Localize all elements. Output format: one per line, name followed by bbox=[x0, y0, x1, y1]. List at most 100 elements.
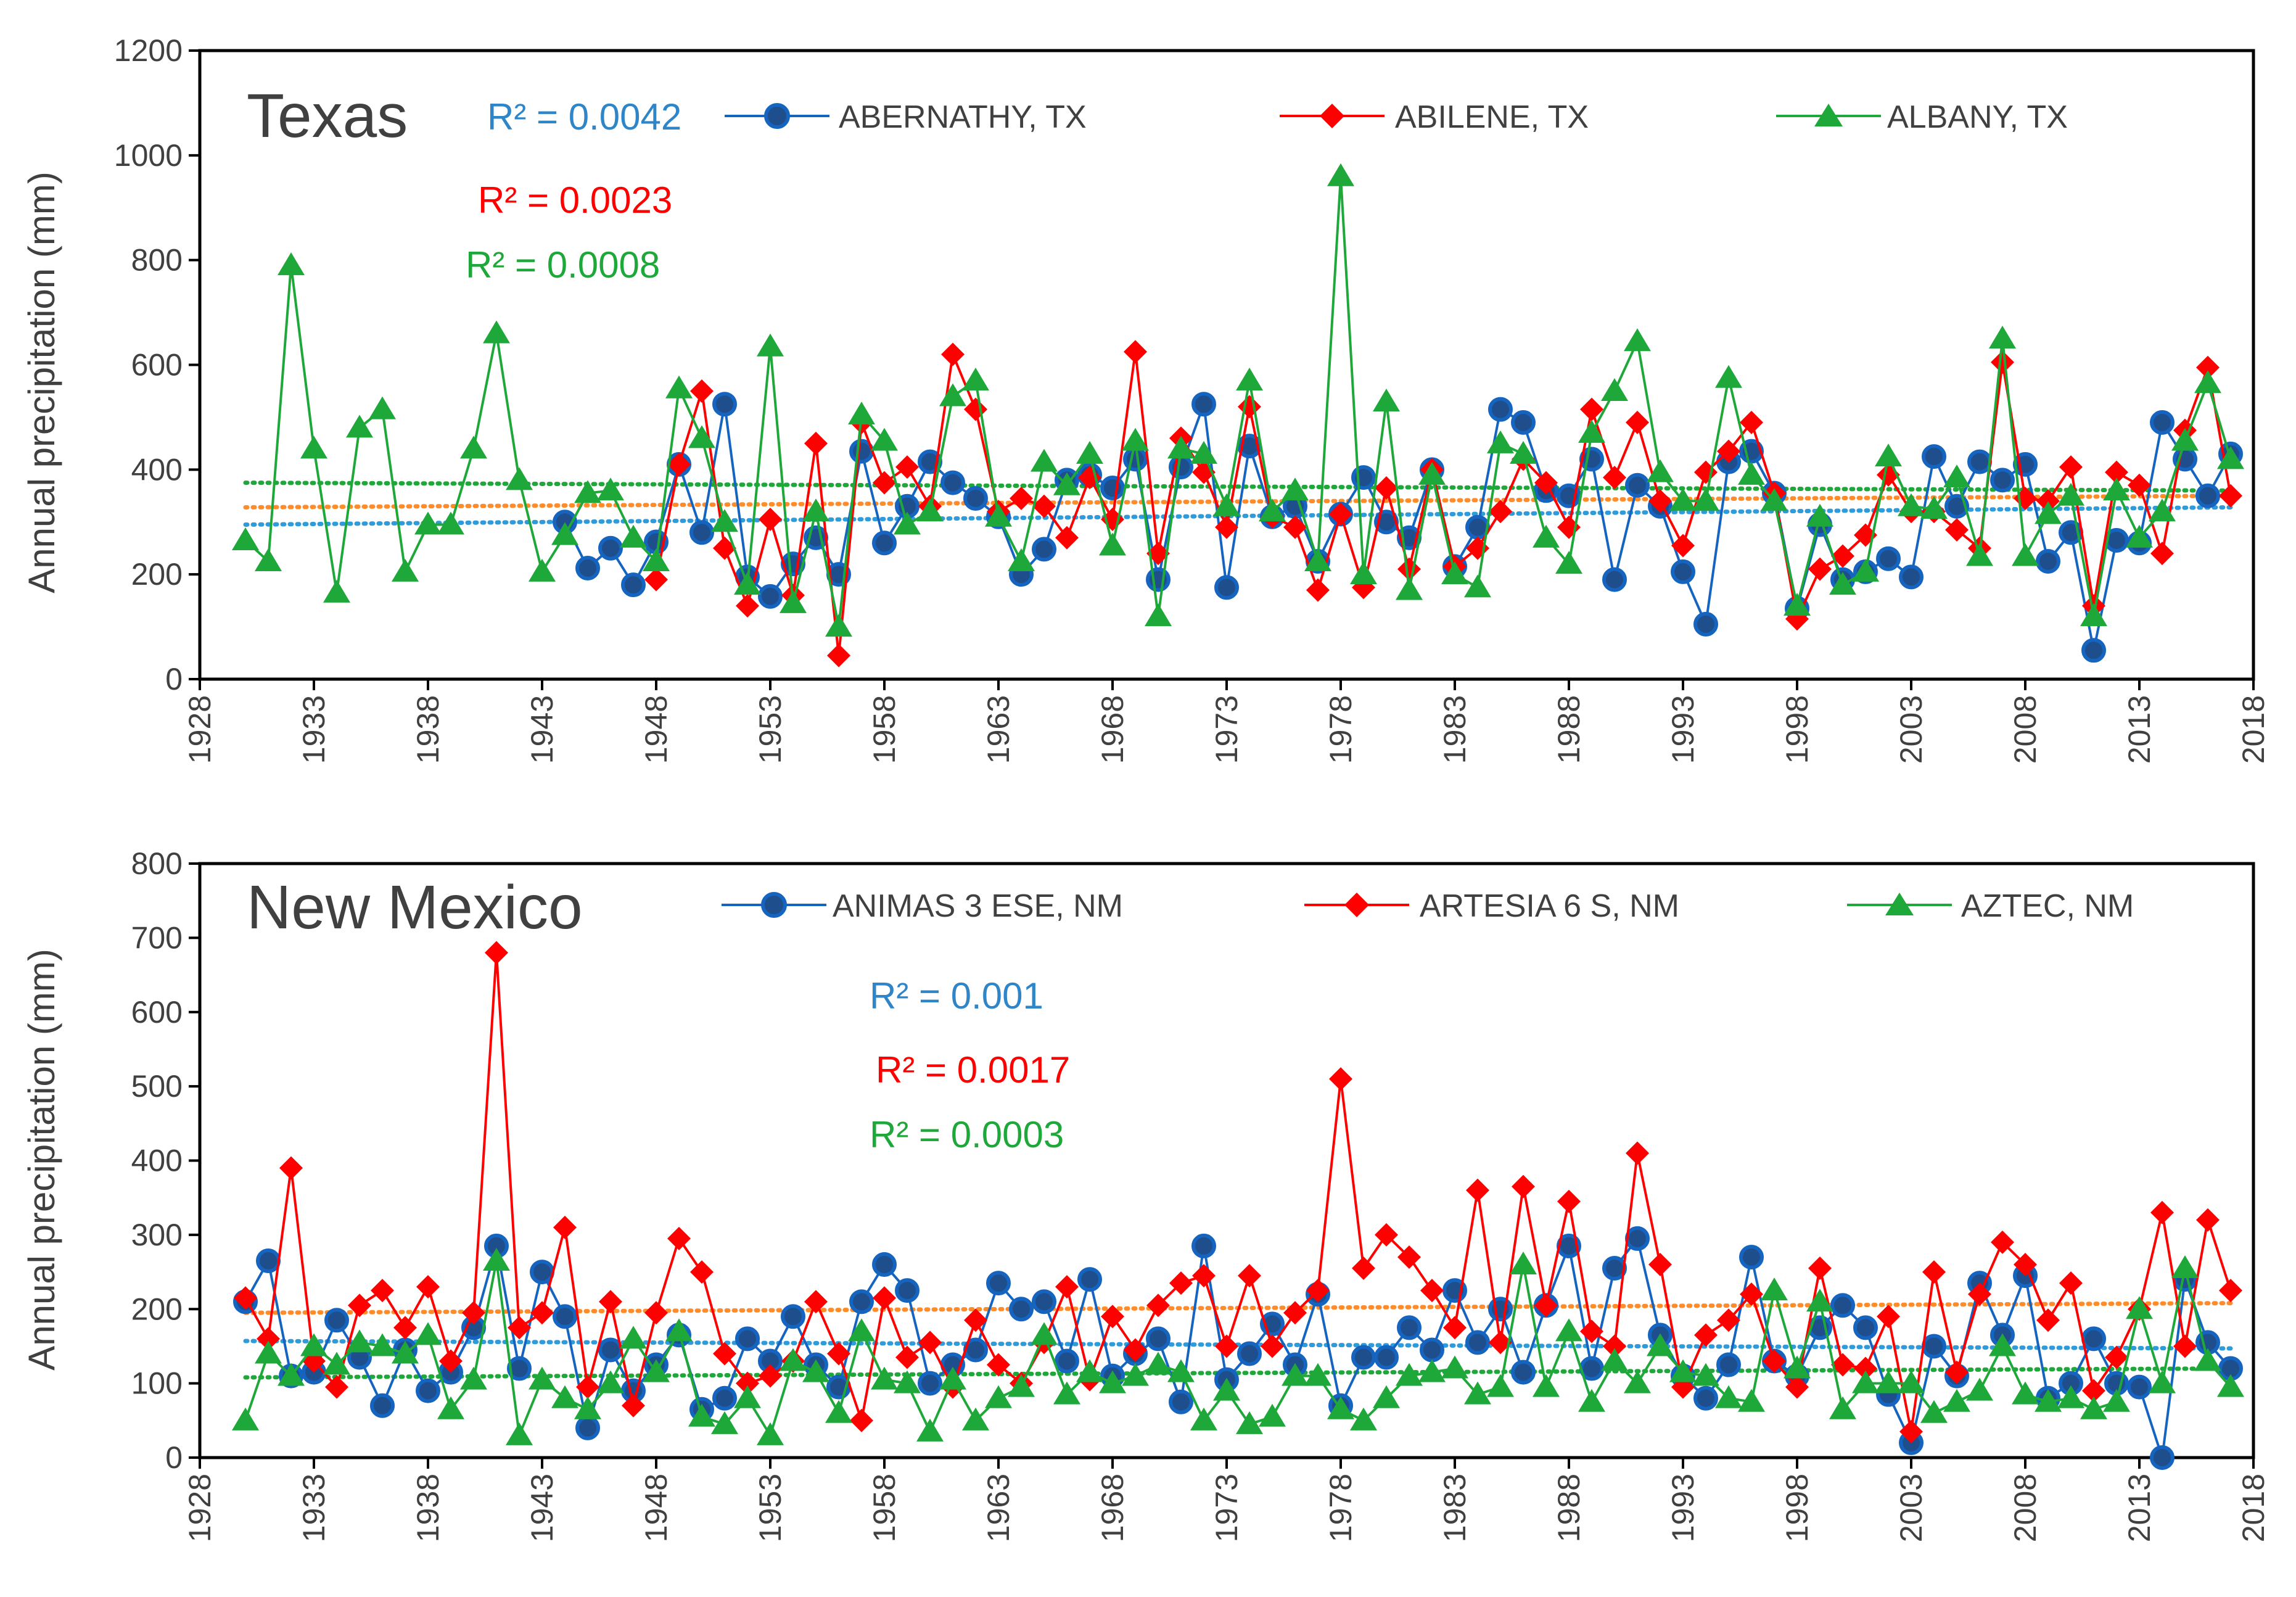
texas-xtick-label: 1993 bbox=[1666, 695, 1700, 764]
new-mexico-ytick-label: 500 bbox=[131, 1069, 183, 1104]
new-mexico-series-0-point bbox=[1146, 1326, 1171, 1351]
new-mexico-series-1-point bbox=[393, 1316, 417, 1340]
new-mexico-series-1-point bbox=[1785, 1375, 1809, 1399]
new-mexico-series-1-point bbox=[1215, 1334, 1238, 1358]
texas-series-0-point bbox=[1602, 567, 1627, 592]
new-mexico-series-2-point bbox=[300, 1333, 327, 1356]
new-mexico-xtick-label: 1933 bbox=[297, 1474, 331, 1542]
new-mexico-series-1-point bbox=[508, 1316, 531, 1340]
texas-series-0-point bbox=[1876, 546, 1901, 571]
new-mexico-series-0-point bbox=[781, 1304, 805, 1329]
new-mexico-series-2-point bbox=[1350, 1407, 1377, 1430]
texas-xtick-label: 2013 bbox=[2122, 695, 2157, 764]
texas-xtick-label: 1978 bbox=[1323, 695, 1358, 764]
texas-series-1-point bbox=[1603, 466, 1626, 490]
texas-series-2-point bbox=[962, 367, 989, 390]
new-mexico-xtick-label: 1948 bbox=[639, 1474, 673, 1542]
new-mexico-series-2-point bbox=[1761, 1277, 1788, 1301]
new-mexico-series-2-point bbox=[1738, 1389, 1765, 1412]
new-mexico-series-2-point bbox=[1555, 1318, 1582, 1342]
new-mexico-series-2-point bbox=[1715, 1385, 1742, 1408]
new-mexico-xtick-label: 1938 bbox=[411, 1474, 445, 1542]
texas-series-1-point bbox=[964, 397, 987, 421]
texas-ytick-label: 1000 bbox=[114, 138, 183, 173]
texas-series-1-point bbox=[1945, 518, 1969, 542]
texas-xtick-label: 1948 bbox=[639, 695, 673, 764]
new-mexico-series-1-point bbox=[1831, 1353, 1854, 1377]
texas-series-2-point bbox=[2149, 498, 2176, 522]
new-mexico-series-2-point bbox=[1601, 1348, 1628, 1371]
texas-trendline-2 bbox=[243, 481, 2233, 493]
new-mexico-series-0-point bbox=[1511, 1360, 1536, 1385]
new-mexico-series-0-point bbox=[1077, 1267, 1102, 1292]
texas-series-2-point bbox=[1099, 532, 1126, 556]
texas-series-0-point bbox=[1100, 476, 1125, 501]
new-mexico-series-0-point bbox=[416, 1378, 440, 1403]
new-mexico-series bbox=[232, 941, 2244, 1470]
texas-series-2-point bbox=[1669, 488, 1697, 511]
texas-series-2-point bbox=[1396, 577, 1423, 600]
new-mexico-ytick-label: 300 bbox=[131, 1218, 183, 1252]
new-mexico-series-1-point bbox=[1854, 1356, 1877, 1380]
new-mexico-series-2-point bbox=[1190, 1407, 1217, 1430]
new-mexico-series-2-point bbox=[1989, 1333, 2016, 1356]
texas-series-1-point bbox=[827, 643, 850, 667]
texas-series-2-point bbox=[1943, 464, 1970, 488]
new-mexico-series-0-point bbox=[370, 1393, 395, 1418]
texas-x-ticks: 1928 1933 1938 1943 1948 1953 1958 1963 1968 1973… bbox=[183, 679, 2271, 764]
texas-series-1-point bbox=[1534, 471, 1558, 495]
new-mexico-series-1-point bbox=[1648, 1253, 1672, 1277]
new-mexico-series-2-point bbox=[1236, 1411, 1263, 1434]
new-mexico-series-0-point bbox=[872, 1252, 897, 1277]
texas-series-2-point bbox=[1145, 603, 1172, 627]
legend-animas-label: ANIMAS 3 ESE, NM bbox=[833, 888, 1123, 924]
legend-aztec: AZTEC, NM bbox=[1847, 888, 2134, 924]
new-mexico-series-0-point bbox=[1009, 1297, 1034, 1322]
new-mexico-series-1-point bbox=[485, 941, 508, 965]
new-mexico-series-1-point bbox=[279, 1156, 303, 1180]
new-mexico-series-0-point bbox=[1739, 1244, 1764, 1269]
new-mexico-series-2-point bbox=[414, 1322, 442, 1345]
new-mexico-series-1-point bbox=[1124, 1338, 1147, 1362]
new-mexico-series-0-point bbox=[1237, 1341, 1262, 1366]
texas-series-2-point bbox=[985, 503, 1012, 527]
new-mexico-xtick-label: 2003 bbox=[1894, 1474, 1928, 1542]
new-mexico-xtick-label: 1993 bbox=[1666, 1474, 1700, 1542]
new-mexico-series-0-point bbox=[324, 1308, 349, 1333]
texas-series-1-point bbox=[690, 379, 714, 403]
new-mexico-series-1-point bbox=[1945, 1360, 1969, 1384]
texas-series-1-point bbox=[713, 536, 736, 560]
texas-series-2-point bbox=[2126, 524, 2153, 548]
new-mexico-series-2-point bbox=[1647, 1333, 1674, 1356]
texas-series-0-point bbox=[621, 572, 646, 598]
new-mexico-series-0-point bbox=[575, 1415, 600, 1440]
new-mexico-series-0-point bbox=[1032, 1289, 1056, 1314]
texas-series-2-point bbox=[802, 498, 829, 522]
texas-series-2-point bbox=[1510, 440, 1537, 464]
texas-xtick-label: 1998 bbox=[1780, 695, 1814, 764]
new-mexico-ylabel: Annual precipitation (mm) bbox=[21, 949, 62, 1371]
texas-series-0-point bbox=[575, 555, 600, 580]
new-mexico-series-0-point bbox=[598, 1337, 623, 1363]
texas-series-2-point bbox=[1487, 430, 1514, 453]
texas-series-1-point bbox=[1831, 544, 1854, 568]
texas-series-0-point bbox=[963, 486, 988, 511]
texas-series-1-point bbox=[1032, 494, 1056, 518]
texas-series-1-point bbox=[1740, 410, 1763, 434]
new-mexico-series-0-point bbox=[2127, 1374, 2152, 1400]
new-mexico-series-2-point bbox=[2057, 1385, 2084, 1408]
legend-abernathy-marker bbox=[764, 103, 790, 129]
legend-abilene-marker bbox=[1320, 104, 1344, 128]
new-mexico-series-1-point bbox=[439, 1349, 463, 1373]
new-mexico-series-1-point bbox=[1375, 1223, 1398, 1247]
texas-series-1-point bbox=[1717, 439, 1740, 463]
texas-series-2-point bbox=[1555, 551, 1582, 574]
new-mexico-xtick-label: 1953 bbox=[753, 1474, 788, 1542]
new-mexico-series-1-point bbox=[736, 1371, 759, 1395]
new-mexico-series-0-point bbox=[1625, 1226, 1650, 1251]
texas-r2-abernathy: R² = 0.0042 bbox=[487, 96, 681, 138]
texas-series-1-point bbox=[895, 455, 919, 479]
texas-series-2-point bbox=[1738, 461, 1765, 485]
texas-series-2-point bbox=[255, 548, 282, 571]
texas-series-0-point bbox=[1922, 444, 1946, 469]
